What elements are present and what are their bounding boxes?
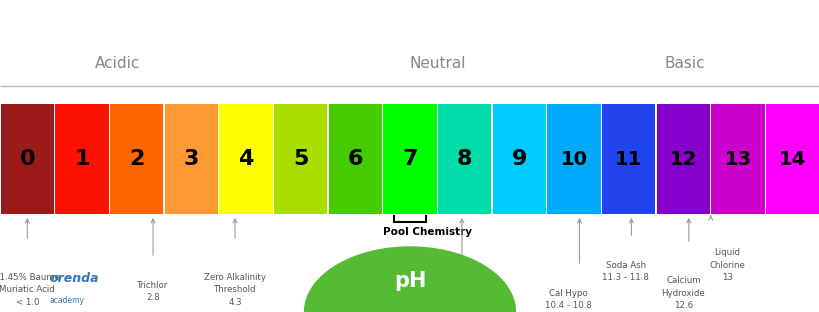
Text: Zero Alkalinity
Threshold
4.3: Zero Alkalinity Threshold 4.3: [204, 273, 265, 307]
Text: Acidic: Acidic: [94, 56, 140, 71]
Bar: [601, 104, 654, 214]
Text: 11: 11: [614, 149, 641, 168]
Text: Trichlor
2.8: Trichlor 2.8: [138, 280, 169, 302]
Bar: [219, 104, 273, 214]
Text: 7: 7: [402, 149, 417, 169]
Text: 31.45% Baume
Muriatic Acid
< 1.0: 31.45% Baume Muriatic Acid < 1.0: [0, 273, 61, 307]
Text: Sodium Bicarb
8.3 - 8.6: Sodium Bicarb 8.3 - 8.6: [405, 289, 468, 310]
Text: 10: 10: [560, 149, 586, 168]
Text: Pool Chemistry: Pool Chemistry: [382, 227, 472, 237]
Bar: [382, 104, 437, 214]
Bar: [492, 104, 545, 214]
Bar: [656, 104, 709, 214]
Text: Basic: Basic: [664, 56, 704, 71]
Text: 9: 9: [511, 149, 527, 169]
Text: 13: 13: [723, 149, 751, 168]
Text: 14: 14: [778, 149, 805, 168]
Polygon shape: [304, 247, 515, 312]
Text: 7.2 - 7.8: 7.2 - 7.8: [403, 254, 451, 264]
Text: pH: pH: [393, 271, 426, 291]
Text: academy: academy: [50, 296, 84, 305]
Text: 3: 3: [183, 149, 199, 169]
Text: 6: 6: [347, 149, 363, 169]
Bar: [55, 104, 109, 214]
Bar: [274, 104, 327, 214]
Text: 2: 2: [129, 149, 144, 169]
Text: 0: 0: [20, 149, 35, 169]
Text: Liquid
Chlorine
13: Liquid Chlorine 13: [708, 248, 744, 282]
Text: 4: 4: [238, 149, 253, 169]
Bar: [437, 104, 491, 214]
Bar: [11, 256, 50, 294]
Text: Soda Ash
11.3 - 11.8: Soda Ash 11.3 - 11.8: [602, 261, 649, 282]
Text: 8: 8: [456, 149, 472, 169]
Bar: [110, 104, 163, 214]
Bar: [1, 104, 54, 214]
Bar: [546, 104, 600, 214]
Bar: [328, 104, 382, 214]
Text: Cal Hypo
10.4 - 10.8: Cal Hypo 10.4 - 10.8: [545, 289, 591, 310]
Bar: [165, 104, 218, 214]
Text: Calcium
Hydroxide
12.6: Calcium Hydroxide 12.6: [661, 276, 704, 310]
Text: Neutral: Neutral: [409, 56, 465, 71]
Bar: [765, 104, 818, 214]
Text: 12: 12: [669, 149, 696, 168]
Bar: [710, 104, 764, 214]
Text: orenda: orenda: [50, 272, 99, 285]
Text: 1: 1: [75, 149, 89, 169]
Text: 5: 5: [292, 149, 308, 169]
